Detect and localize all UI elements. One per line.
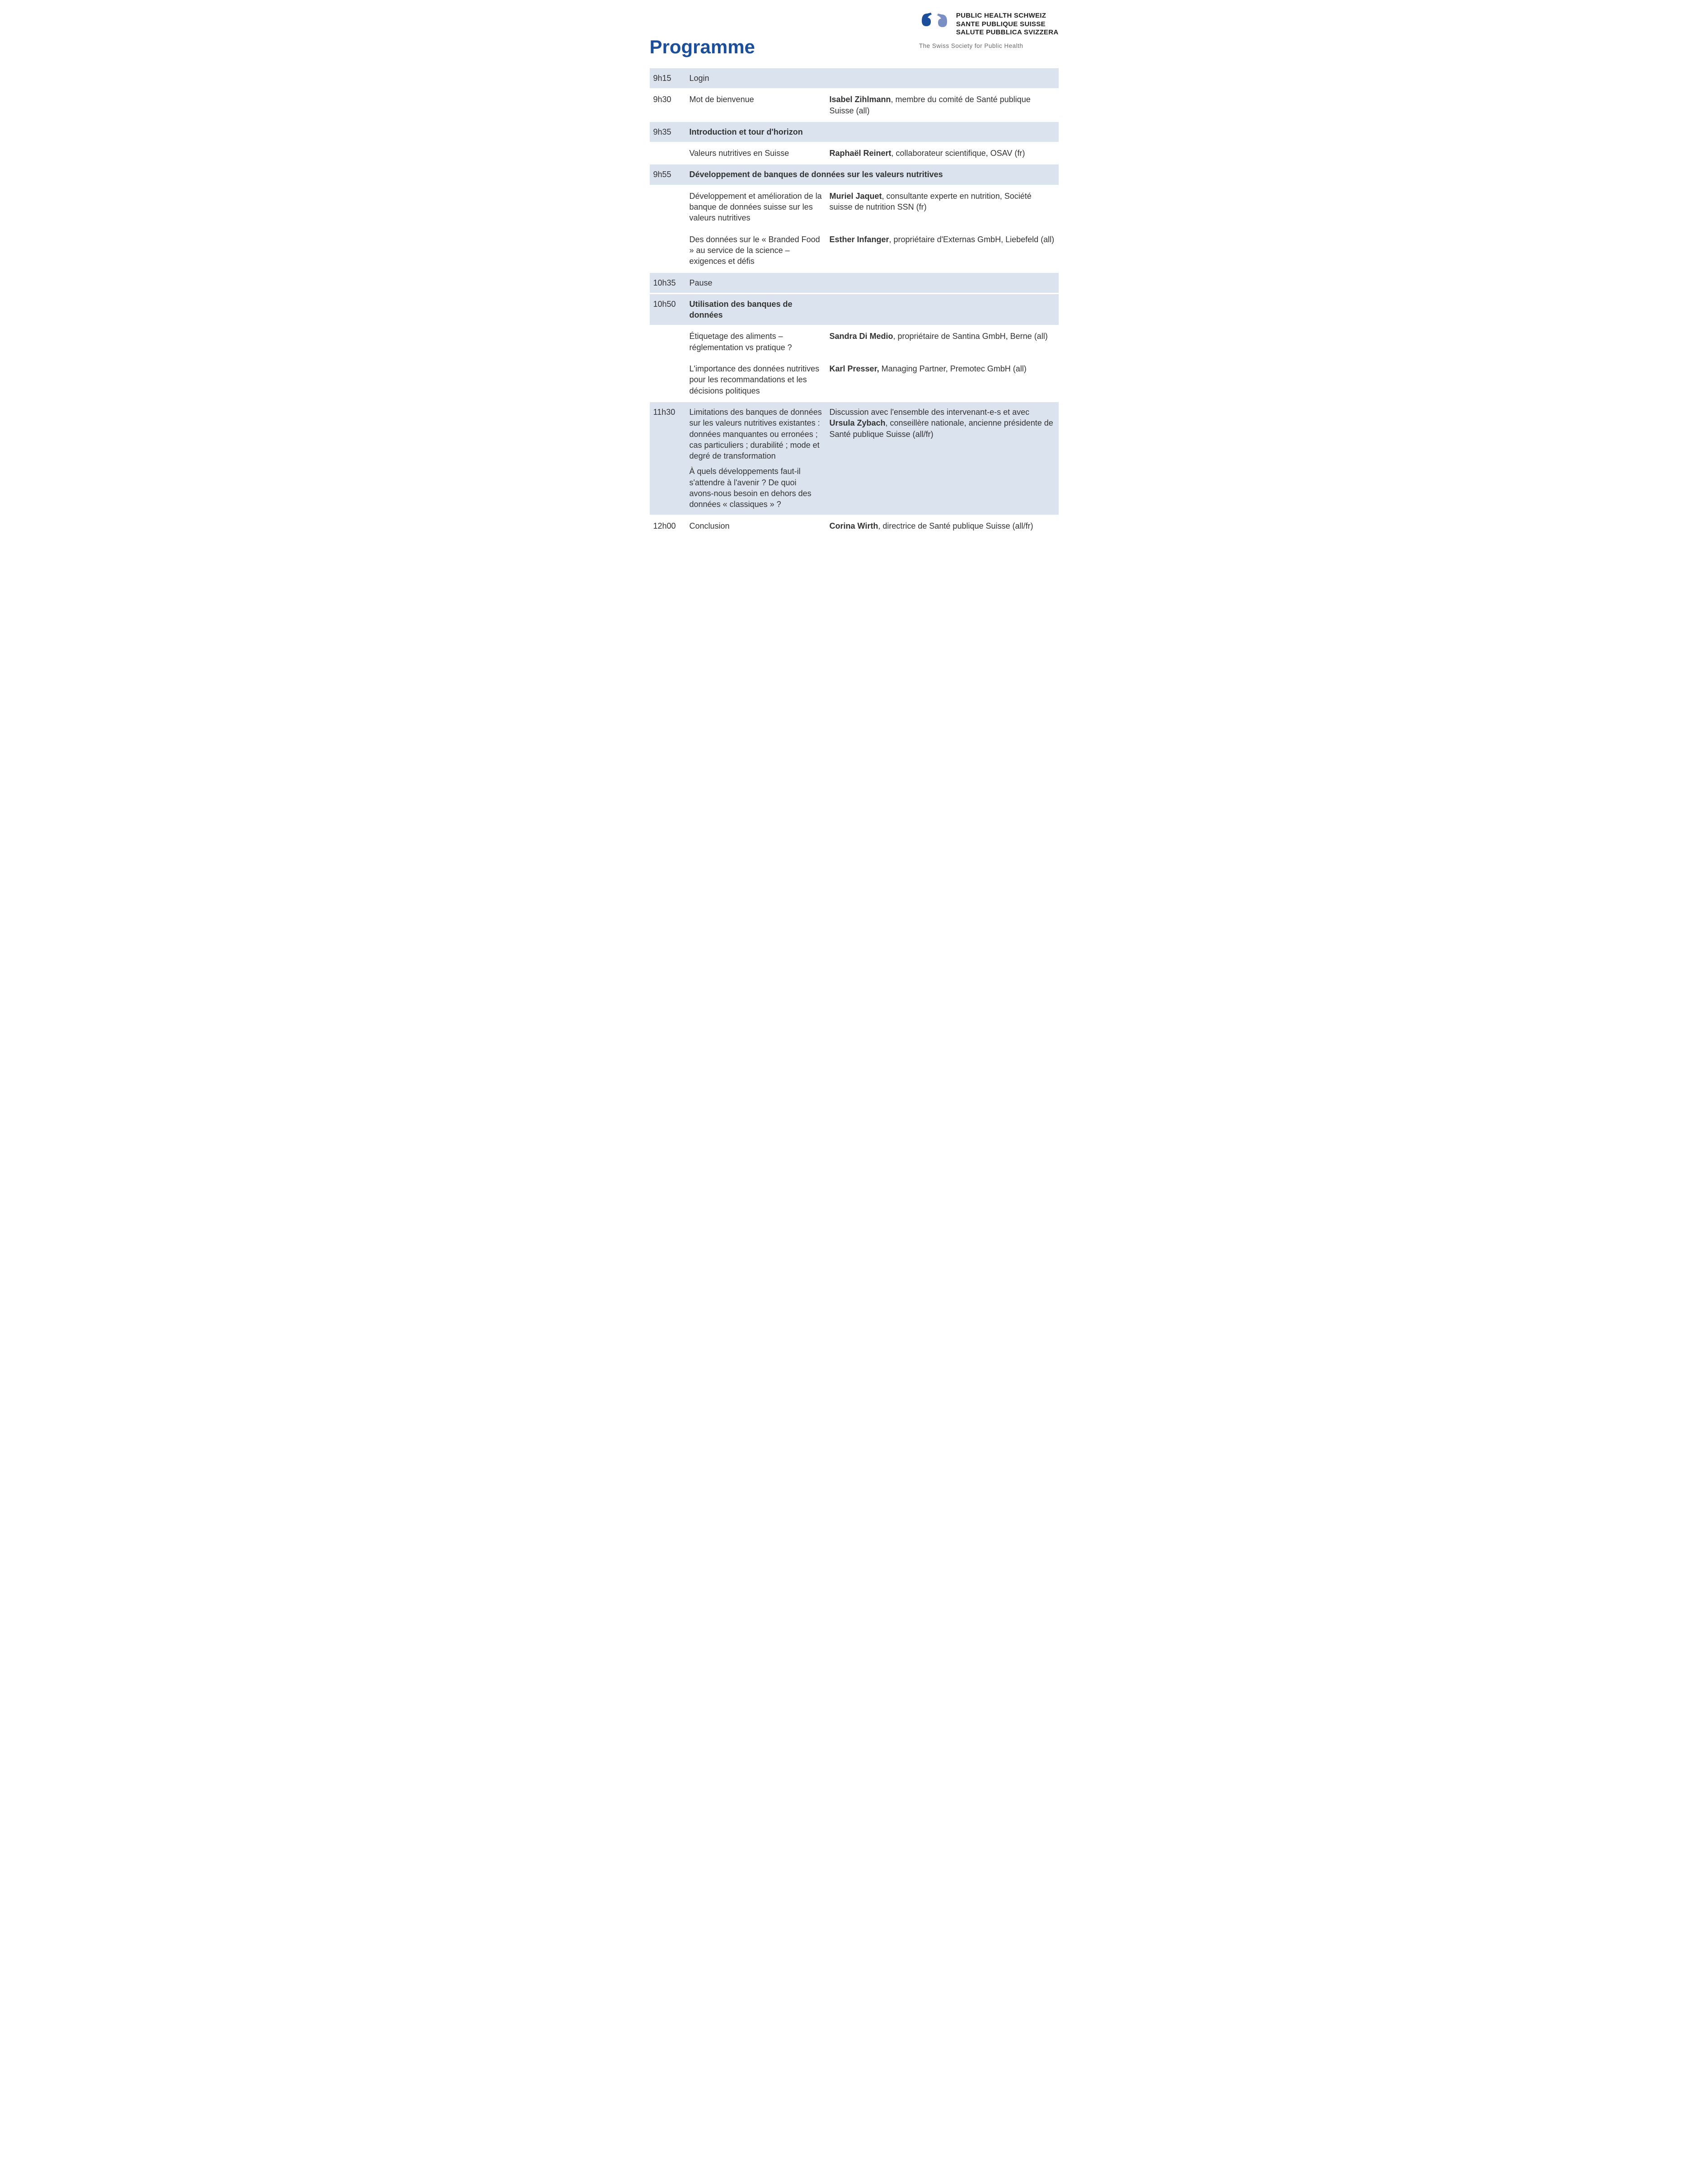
speaker-name: Esther Infanger — [830, 235, 889, 244]
speaker-name: Muriel Jaquet — [830, 192, 882, 201]
time-cell — [650, 143, 686, 163]
schedule-body: 9h15 Login 9h30 Mot de bienvenue Isabel Zihl… — [650, 68, 1059, 536]
schedule-row: Développement et amélioration de la banq… — [650, 186, 1059, 228]
speaker-cell: Sandra Di Medio, propriétaire de Santina… — [826, 326, 1059, 357]
topic-cell: Mot de bienvenue — [686, 89, 826, 121]
topic-cell: L'importance des données nutritives pour… — [686, 359, 826, 401]
schedule-row: Des données sur le « Branded Food » au s… — [650, 230, 1059, 272]
topic-text: L'importance des données nutritives pour… — [690, 363, 822, 396]
topic-text: Valeurs nutritives en Suisse — [690, 148, 822, 159]
schedule-row: L'importance des données nutritives pour… — [650, 359, 1059, 401]
schedule-row: 9h35 Introduction et tour d'horizon — [650, 122, 1059, 142]
schedule-row: 9h30 Mot de bienvenue Isabel Zihlmann, mem… — [650, 89, 1059, 121]
speaker-cell: Isabel Zihlmann, membre du comité de San… — [826, 89, 1059, 121]
speaker-details: , propriétaire d'Externas GmbH, Liebefel… — [889, 235, 1055, 244]
schedule-row: 10h50Utilisation des banques de données — [650, 294, 1059, 325]
time-cell — [650, 326, 686, 357]
time-cell: 12h00 — [650, 516, 686, 536]
speaker-cell: Muriel Jaquet, consultante experte en nu… — [826, 186, 1059, 228]
speaker-cell — [826, 273, 1059, 293]
topic-cell: Utilisation des banques de données — [686, 294, 826, 325]
logo-line2: SANTE PUBLIQUE SUISSE — [956, 20, 1059, 29]
schedule-row: Valeurs nutritives en Suisse Raphaël Rein… — [650, 143, 1059, 163]
speaker-name: Corina Wirth — [830, 521, 878, 530]
logo-line3: SALUTE PUBBLICA SVIZZERA — [956, 28, 1059, 37]
topic-text: Développement et amélioration de la banq… — [690, 191, 822, 224]
time-cell — [650, 230, 686, 272]
topic-text: Login — [690, 73, 822, 84]
topic-text: Pause — [690, 277, 822, 288]
topic-text: Conclusion — [690, 521, 822, 531]
topic-text: Développement de banques de données sur … — [690, 170, 943, 179]
topic-cell: Conclusion — [686, 516, 826, 536]
topic-cell: Des données sur le « Branded Food » au s… — [686, 230, 826, 272]
logo-row: PUBLIC HEALTH SCHWEIZ SANTE PUBLIQUE SUI… — [919, 11, 1059, 38]
logo-text: PUBLIC HEALTH SCHWEIZ SANTE PUBLIQUE SUI… — [956, 12, 1059, 37]
time-cell: 10h35 — [650, 273, 686, 293]
speaker-name: Raphaël Reinert — [830, 149, 892, 158]
topic-cell: Pause — [686, 273, 826, 293]
speaker-cell: Discussion avec l'ensemble des intervena… — [826, 402, 1059, 515]
topic-text-secondary: À quels développements faut-il s'attendr… — [690, 466, 822, 510]
speaker-details: , directrice de Santé publique Suisse (a… — [878, 521, 1033, 530]
topic-cell: Introduction et tour d'horizon — [686, 122, 826, 142]
topic-text: Mot de bienvenue — [690, 94, 822, 105]
topic-text: Utilisation des banques de données — [690, 299, 822, 321]
speaker-cell — [826, 122, 1059, 142]
topic-cell: Développement et amélioration de la banq… — [686, 186, 826, 228]
topic-cell: Login — [686, 68, 826, 88]
schedule-row: 10h35 Pause — [650, 273, 1059, 293]
quote-marks-icon — [919, 11, 951, 38]
speaker-cell: Esther Infanger, propriétaire d'Externas… — [826, 230, 1059, 272]
page: Programme PUBLIC HEALTH SCHWEIZ SANTE PU… — [641, 0, 1068, 555]
topic-text: Introduction et tour d'horizon — [690, 127, 822, 137]
speaker-cell — [826, 68, 1059, 88]
speaker-name: Sandra Di Medio — [830, 332, 893, 341]
speaker-name: Ursula Zybach — [830, 418, 886, 427]
time-cell: 10h50 — [650, 294, 686, 325]
time-cell: 9h35 — [650, 122, 686, 142]
speaker-cell: Raphaël Reinert, collaborateur scientifi… — [826, 143, 1059, 163]
speaker-pretext: Discussion avec l'ensemble des intervena… — [830, 408, 1030, 417]
speaker-name: Karl Presser, — [830, 364, 879, 373]
time-cell: 11h30 — [650, 402, 686, 515]
schedule-row: 9h55 Développement de banques de données … — [650, 164, 1059, 184]
topic-text: Étiquetage des aliments – réglementation… — [690, 331, 822, 353]
schedule-row: 9h15 Login — [650, 68, 1059, 88]
schedule-row: Étiquetage des aliments – réglementation… — [650, 326, 1059, 357]
speaker-cell: Corina Wirth, directrice de Santé publiq… — [826, 516, 1059, 536]
speaker-cell — [826, 294, 1059, 325]
topic-cell: Développement de banques de données sur … — [686, 164, 1059, 184]
time-cell: 9h15 — [650, 68, 686, 88]
time-cell — [650, 186, 686, 228]
speaker-details: , collaborateur scientifique, OSAV (fr) — [892, 149, 1025, 158]
topic-cell: Valeurs nutritives en Suisse — [686, 143, 826, 163]
time-cell: 9h55 — [650, 164, 686, 184]
logo-block: PUBLIC HEALTH SCHWEIZ SANTE PUBLIQUE SUI… — [919, 9, 1059, 49]
schedule-table: 9h15 Login 9h30 Mot de bienvenue Isabel Zihl… — [650, 67, 1059, 537]
topic-cell: Limitations des banques de données sur l… — [686, 402, 826, 515]
schedule-row: 11h30Limitations des banques de données … — [650, 402, 1059, 515]
speaker-details: Managing Partner, Premotec GmbH (all) — [879, 364, 1027, 373]
time-cell — [650, 359, 686, 401]
time-cell: 9h30 — [650, 89, 686, 121]
speaker-name: Isabel Zihlmann — [830, 95, 891, 104]
speaker-cell: Karl Presser, Managing Partner, Premotec… — [826, 359, 1059, 401]
speaker-details: , propriétaire de Santina GmbH, Berne (a… — [893, 332, 1048, 341]
title-block: Programme — [650, 9, 755, 58]
schedule-row: 12h00 Conclusion Corina Wirth, directrice … — [650, 516, 1059, 536]
header: Programme PUBLIC HEALTH SCHWEIZ SANTE PU… — [650, 9, 1059, 59]
page-title: Programme — [650, 36, 755, 58]
logo-subtitle: The Swiss Society for Public Health — [919, 42, 1023, 49]
topic-text: Des données sur le « Branded Food » au s… — [690, 234, 822, 267]
topic-text: Limitations des banques de données sur l… — [690, 407, 822, 461]
topic-cell: Étiquetage des aliments – réglementation… — [686, 326, 826, 357]
logo-line1: PUBLIC HEALTH SCHWEIZ — [956, 12, 1059, 20]
